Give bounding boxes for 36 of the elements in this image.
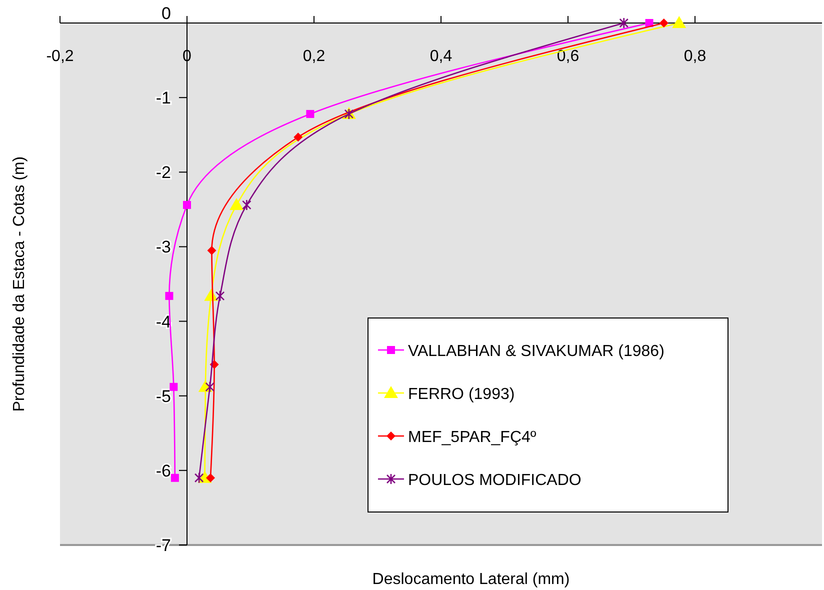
x-tick-label: -0,2 [46,48,74,65]
x-tick-label: 0,8 [684,48,706,65]
point [344,108,354,120]
y-tick-label: -1 [156,88,171,108]
x-axis-title: Deslocamento Lateral (mm) [372,571,570,588]
point [294,132,303,142]
y-tick-label: -2 [156,163,171,182]
point [230,198,244,210]
point [207,246,216,255]
point [619,17,629,29]
y-tick-label: -3 [156,238,171,257]
legend-label: MEF_5PAR_FÇ4º [408,429,536,446]
y-axis-title: Profundidade da Estaca - Cotas (m) [11,156,28,412]
y-tick-label: -4 [156,312,171,332]
point [242,199,252,211]
point [183,200,191,209]
point [206,473,215,482]
y-tick-label: -7 [156,536,171,555]
legend-label: POULOS MODIFICADO [408,472,582,489]
y-tick-label: -5 [156,386,171,406]
x-tick-label: 0,4 [430,48,452,65]
point [170,474,179,482]
point [194,472,204,484]
point [165,292,174,300]
legend-label: VALLABHAN & SIVAKUMAR (1986) [408,343,664,360]
point [306,110,314,118]
point [170,382,178,391]
x-tick-label: 0,2 [302,48,326,65]
point [672,16,686,28]
y-tick-label: 0 [162,4,171,23]
point [215,290,225,302]
point [659,18,668,28]
point [205,381,215,393]
legend-label: FERRO (1993) [408,386,515,403]
x-tick-label: 0,6 [556,48,580,65]
y-tick-label: -6 [156,461,171,480]
